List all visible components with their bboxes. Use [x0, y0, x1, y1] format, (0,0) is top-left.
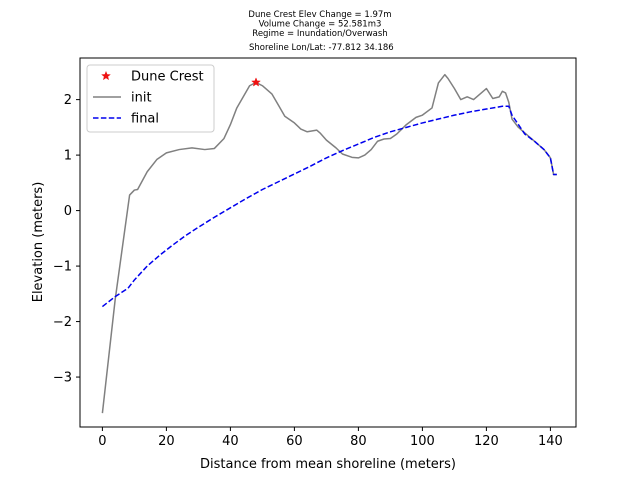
x-tick-label-100: 100	[410, 434, 435, 449]
axes-frame	[79, 57, 577, 428]
series-layer	[101, 73, 557, 414]
legend-label-final: final	[131, 112, 159, 127]
x-tick-label-140: 140	[538, 434, 563, 449]
marker-dune-crest	[251, 77, 261, 87]
x-tick-label-120: 120	[474, 434, 499, 449]
x-axis-label: Distance from mean shoreline (meters)	[200, 457, 456, 472]
marker-layer	[251, 77, 261, 87]
title-line-3: Regime = Inundation/Overwash	[252, 29, 387, 39]
y-tick-label-1: 1	[64, 149, 72, 164]
legend: Dune Crest init final	[86, 64, 215, 133]
x-tick-label-0: 0	[98, 434, 106, 449]
y-tick-label-2: 2	[64, 93, 72, 108]
x-tick-label-60: 60	[286, 434, 303, 449]
legend-box	[86, 64, 215, 133]
x-tick-label-80: 80	[350, 434, 367, 449]
chart-title: Dune Crest Elev Change = 1.97m Volume Ch…	[246, 10, 393, 53]
y-axis: −3 −2 −1 0 1 2	[53, 93, 80, 386]
x-tick-label-40: 40	[222, 434, 239, 449]
y-tick-label--1: −1	[53, 260, 72, 275]
x-axis: 0 20 40 60 80 100 120 140	[98, 427, 563, 449]
series-line-final	[101, 105, 557, 308]
legend-label-dune-crest: Dune Crest	[131, 70, 204, 85]
y-axis-label: Elevation (meters)	[31, 182, 46, 303]
legend-swatch-dune-crest	[101, 70, 111, 81]
plot-area	[79, 57, 577, 428]
series-line-init	[101, 73, 557, 414]
title-line-2: Volume Change = 52.581m3	[259, 20, 382, 30]
y-tick-label--2: −2	[53, 315, 72, 330]
legend-label-init: init	[131, 91, 152, 106]
y-tick-label-0: 0	[64, 204, 72, 219]
title-line-4: Shoreline Lon/Lat: -77.812 34.186	[246, 43, 393, 53]
y-tick-label--3: −3	[53, 371, 72, 386]
x-tick-label-20: 20	[158, 434, 175, 449]
title-line-1: Dune Crest Elev Change = 1.97m	[248, 10, 391, 20]
